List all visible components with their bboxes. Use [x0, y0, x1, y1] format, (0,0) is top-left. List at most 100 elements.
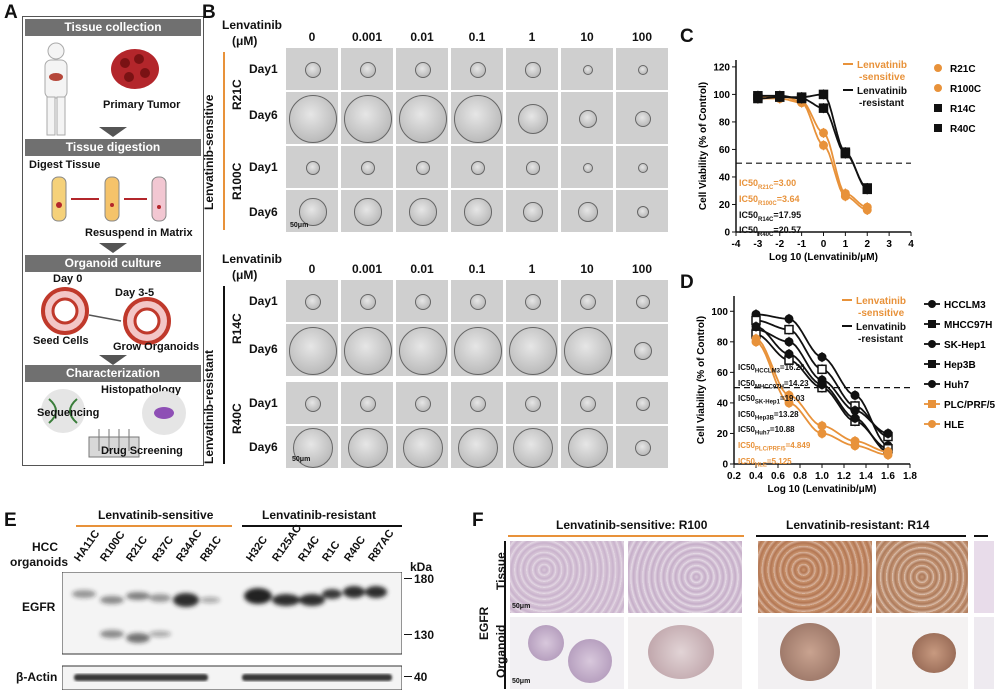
organoid-image-tile [561, 280, 613, 322]
workflow-box: Tissue collection Primary Tumor Tissue d… [22, 16, 204, 466]
day1-label: Day1 [249, 160, 278, 174]
data-point-HLE [751, 334, 761, 344]
sensitive-underline [76, 525, 232, 527]
hcc-label: HCC [32, 540, 58, 554]
organoid [299, 198, 327, 226]
western-blot [62, 572, 402, 690]
ic50-entry: IC50HLE=5.125 [738, 456, 792, 469]
line-r14c: R14C [230, 313, 244, 344]
panel-b-label: B [202, 2, 216, 23]
concentration-label: 100 [631, 30, 653, 44]
organoid-image-tile [561, 92, 613, 144]
day6-label: Day6 [249, 440, 278, 454]
group-resistant-label: Lenvatinib-resistant [202, 349, 216, 464]
y-tick-label: 100 [711, 307, 728, 318]
data-point-SK-Hep1 [883, 428, 893, 438]
organoid-image-tile [341, 48, 393, 90]
f-scale-label: 50μm [512, 603, 531, 610]
ic50-entry: IC50PLC/PRF/5=4.849 [738, 440, 811, 453]
legend-line-label: -resistant [858, 334, 904, 345]
data-point-R40C [840, 147, 851, 157]
legend-label: HLE [944, 420, 964, 431]
data-point-R100C [862, 205, 872, 215]
kda-label: kDa [410, 560, 433, 574]
organoid-image-tile [451, 426, 503, 468]
day1-label: Day1 [249, 294, 278, 308]
x-tick-label: 1.8 [903, 471, 917, 482]
marker-40: 40 [414, 670, 428, 684]
legend-line-label: -sensitive [858, 308, 905, 319]
data-point-R40C [775, 92, 785, 102]
panel-a-label: A [4, 2, 18, 23]
organoid [524, 293, 542, 311]
concentration-label: 0 [308, 262, 316, 276]
organoid-image-tile [341, 280, 393, 322]
f-row-bracket [504, 541, 506, 689]
organoid [524, 395, 542, 413]
legend-swatch [928, 400, 936, 408]
organoid-image-tile [451, 48, 503, 90]
day6-label: Day6 [249, 342, 278, 356]
sequencing-label: Sequencing [37, 407, 100, 419]
organoid [469, 61, 487, 79]
organoid [634, 110, 651, 127]
ic50-entry: IC50R100C=3.64 [739, 193, 800, 207]
organoid-image-tile [451, 92, 503, 144]
organoid [469, 293, 487, 311]
data-point-HLE [883, 447, 893, 457]
legend-line-label: Lenvatinib [856, 322, 906, 333]
organoid [414, 61, 432, 79]
organoid [638, 163, 648, 173]
f-resistant-underline [756, 535, 966, 537]
lane-label: R81C [198, 534, 225, 564]
organoid-image-tile [396, 280, 448, 322]
organoid [359, 61, 377, 79]
lane-label: R40C [342, 534, 369, 564]
concentration-label: 10 [580, 30, 594, 44]
legend-line-label: -resistant [859, 98, 905, 109]
organoid-image-tile [451, 190, 503, 232]
organoid-image-tile [396, 324, 448, 376]
organoids-label: organoids [10, 555, 69, 569]
digest-tissue-label: Digest Tissue [29, 159, 101, 171]
organoid [343, 326, 393, 376]
organoid-image-tile [451, 280, 503, 322]
lenvatinib-label-bottom: Lenvatinib [222, 252, 283, 266]
flow-arrow [99, 355, 127, 365]
ic50-list-c: IC50R21C=3.00 IC50R100C=3.64 IC50R14C=17.9… [739, 178, 801, 241]
resistant-header: Lenvatinib-resistant [262, 508, 377, 522]
x-tick-label: 4 [908, 239, 914, 250]
legend-swatch [928, 300, 936, 308]
panel-d-label: D [680, 272, 694, 293]
data-point-HLE [784, 390, 794, 400]
organoid [470, 160, 486, 176]
organoid [517, 103, 549, 135]
series-curve-R14C [757, 94, 868, 189]
chart-d: 0 20 40 60 80 100 0.2 0.4 0.6 0.8 1.0 1.2 1.4 1.6 1.8 L… [696, 296, 996, 495]
ic50-entry: IC50HCCLM3=16.26 [738, 363, 805, 375]
legend-label: MHCC97H [944, 320, 992, 331]
organoid-image-tile [341, 382, 393, 424]
data-point-MHCC97H [817, 364, 827, 375]
organoid-image-tile [616, 92, 668, 144]
organoid-image-tile [396, 48, 448, 90]
characterization-icons [41, 389, 186, 458]
organoid-image-tile [506, 426, 558, 468]
data-point-Huh7 [751, 322, 761, 332]
actin-label: β-Actin [16, 670, 58, 684]
lane-label: R14C [296, 534, 323, 564]
legend-swatch [928, 420, 936, 428]
data-point-R40C [818, 89, 829, 100]
ic50-entry: IC50Hep3B=13.28 [738, 409, 799, 422]
ic50-entry: IC50R40C=20.57 [739, 225, 802, 239]
f-egfr-label: EGFR [477, 606, 491, 640]
y-tick-label: 0 [724, 228, 730, 239]
organoid [398, 326, 448, 376]
data-point-R14C [818, 103, 829, 113]
organoid [508, 326, 558, 376]
organoid-image-tile [396, 146, 448, 188]
organoid [568, 428, 608, 468]
group-sensitive-label: Lenvatinib-sensitive [202, 94, 216, 210]
x-tick-label: 1.0 [815, 471, 829, 482]
data-point-R100C [840, 191, 850, 201]
